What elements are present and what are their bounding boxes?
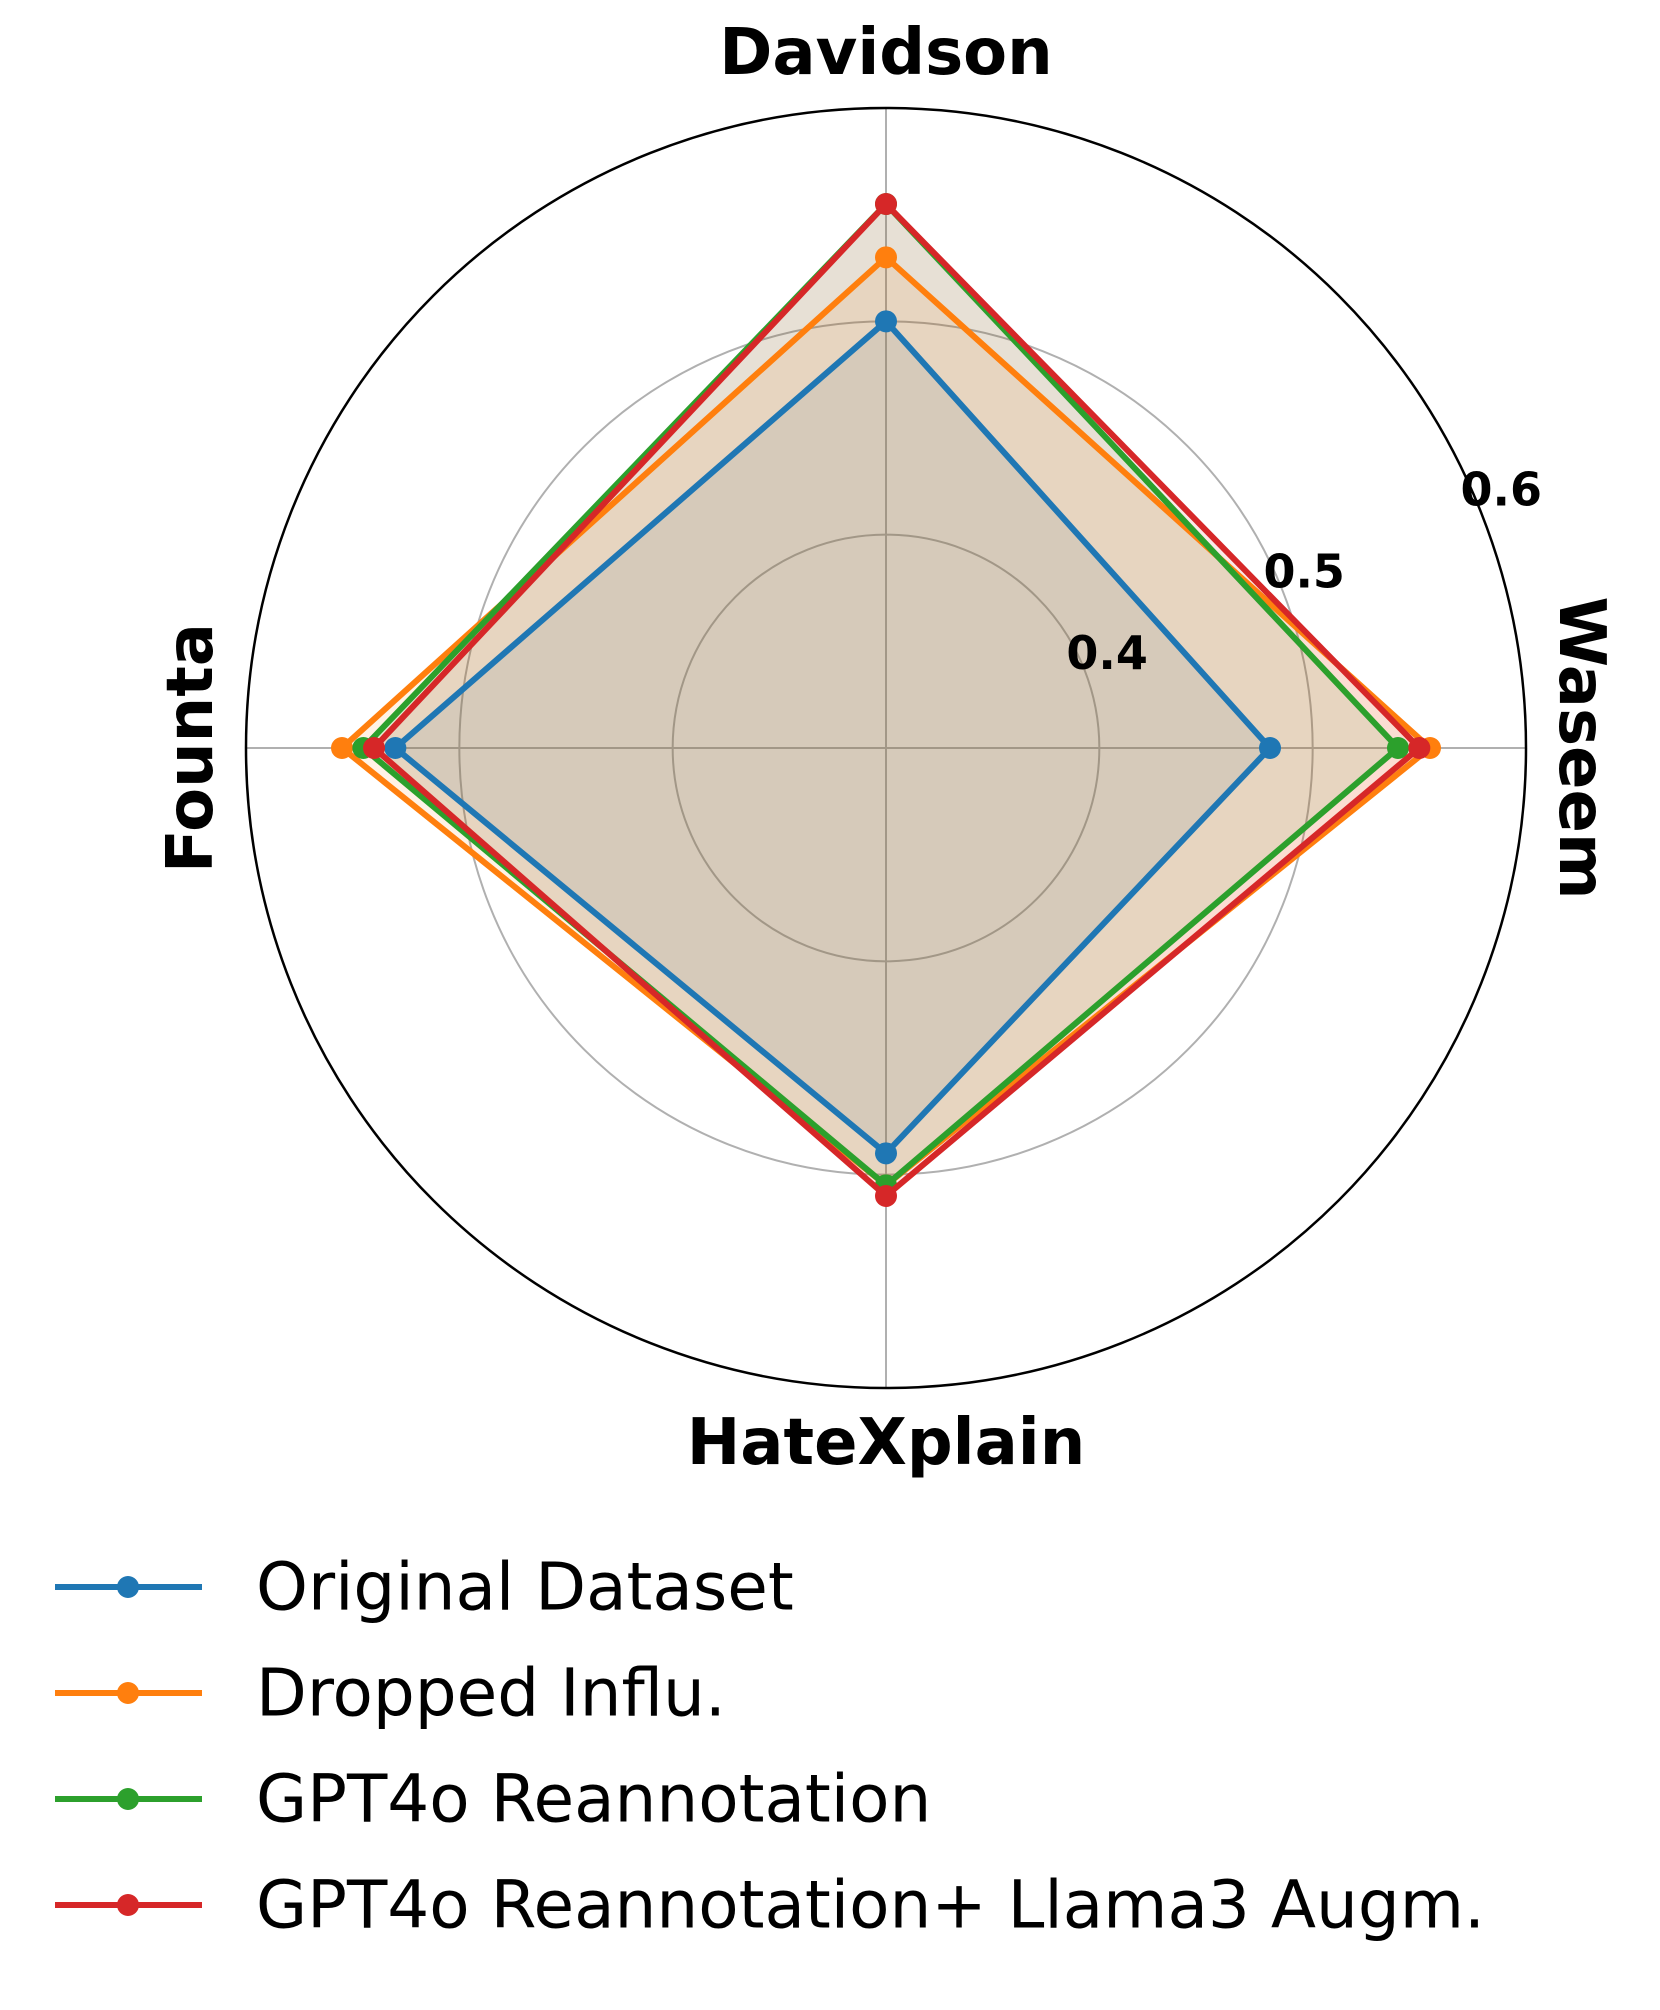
legend-item-2: GPT4o Reannotation <box>55 1761 931 1838</box>
series-3-point-hatexplain <box>875 1185 897 1207</box>
legend-label-3: GPT4o Reannotation+ Llama3 Augm. <box>256 1867 1485 1944</box>
axis-label-waseem: Waseem <box>1544 596 1618 899</box>
series-lines <box>331 193 1441 1207</box>
axis-label-davidson: Davidson <box>719 16 1052 90</box>
legend-swatch-marker-2 <box>117 1788 139 1810</box>
legend-label-0: Original Dataset <box>256 1549 794 1626</box>
series-fill-0 <box>395 321 1270 1154</box>
outer-frame <box>244 106 1528 1390</box>
series-fills <box>342 204 1430 1196</box>
legend-swatch-marker-0 <box>117 1576 139 1598</box>
legend-item-1: Dropped Influ. <box>55 1655 726 1732</box>
axis-label-founta: Founta <box>154 623 228 873</box>
series-0-point-founta <box>384 737 407 759</box>
series-fill-2 <box>363 204 1398 1186</box>
series-1-point-davidson <box>875 246 897 269</box>
legend-label-2: GPT4o Reannotation <box>256 1761 931 1838</box>
series-0-point-hatexplain <box>875 1142 897 1165</box>
series-0-point-davidson <box>875 310 897 333</box>
series-3-point-davidson <box>875 193 897 215</box>
series-fill-3 <box>374 204 1420 1196</box>
legend-label-1: Dropped Influ. <box>256 1655 726 1732</box>
legend: Original Dataset Dropped Influ. GPT4o Rean… <box>55 1549 1485 1944</box>
tick-label-0: 0.4 <box>1066 626 1148 680</box>
series-2-point-waseem <box>1387 737 1409 759</box>
legend-item-3: GPT4o Reannotation+ Llama3 Augm. <box>55 1867 1485 1944</box>
legend-swatch-marker-1 <box>117 1682 139 1704</box>
legend-item-0: Original Dataset <box>55 1549 794 1626</box>
radial-tick-labels: 0.4 0.5 0.6 <box>1066 463 1542 680</box>
axis-label-hatexplain: HateXplain <box>687 1406 1086 1480</box>
tick-label-1: 0.5 <box>1263 544 1345 598</box>
series-3-point-waseem <box>1408 737 1431 759</box>
legend-swatch-marker-3 <box>117 1894 139 1916</box>
series-0-point-waseem <box>1259 737 1281 759</box>
tick-label-2: 0.6 <box>1461 463 1543 517</box>
series-1-point-founta <box>331 737 353 759</box>
series-3-point-founta <box>363 737 385 759</box>
axis-labels: Davidson Waseem HateXplain Founta <box>154 16 1618 1480</box>
